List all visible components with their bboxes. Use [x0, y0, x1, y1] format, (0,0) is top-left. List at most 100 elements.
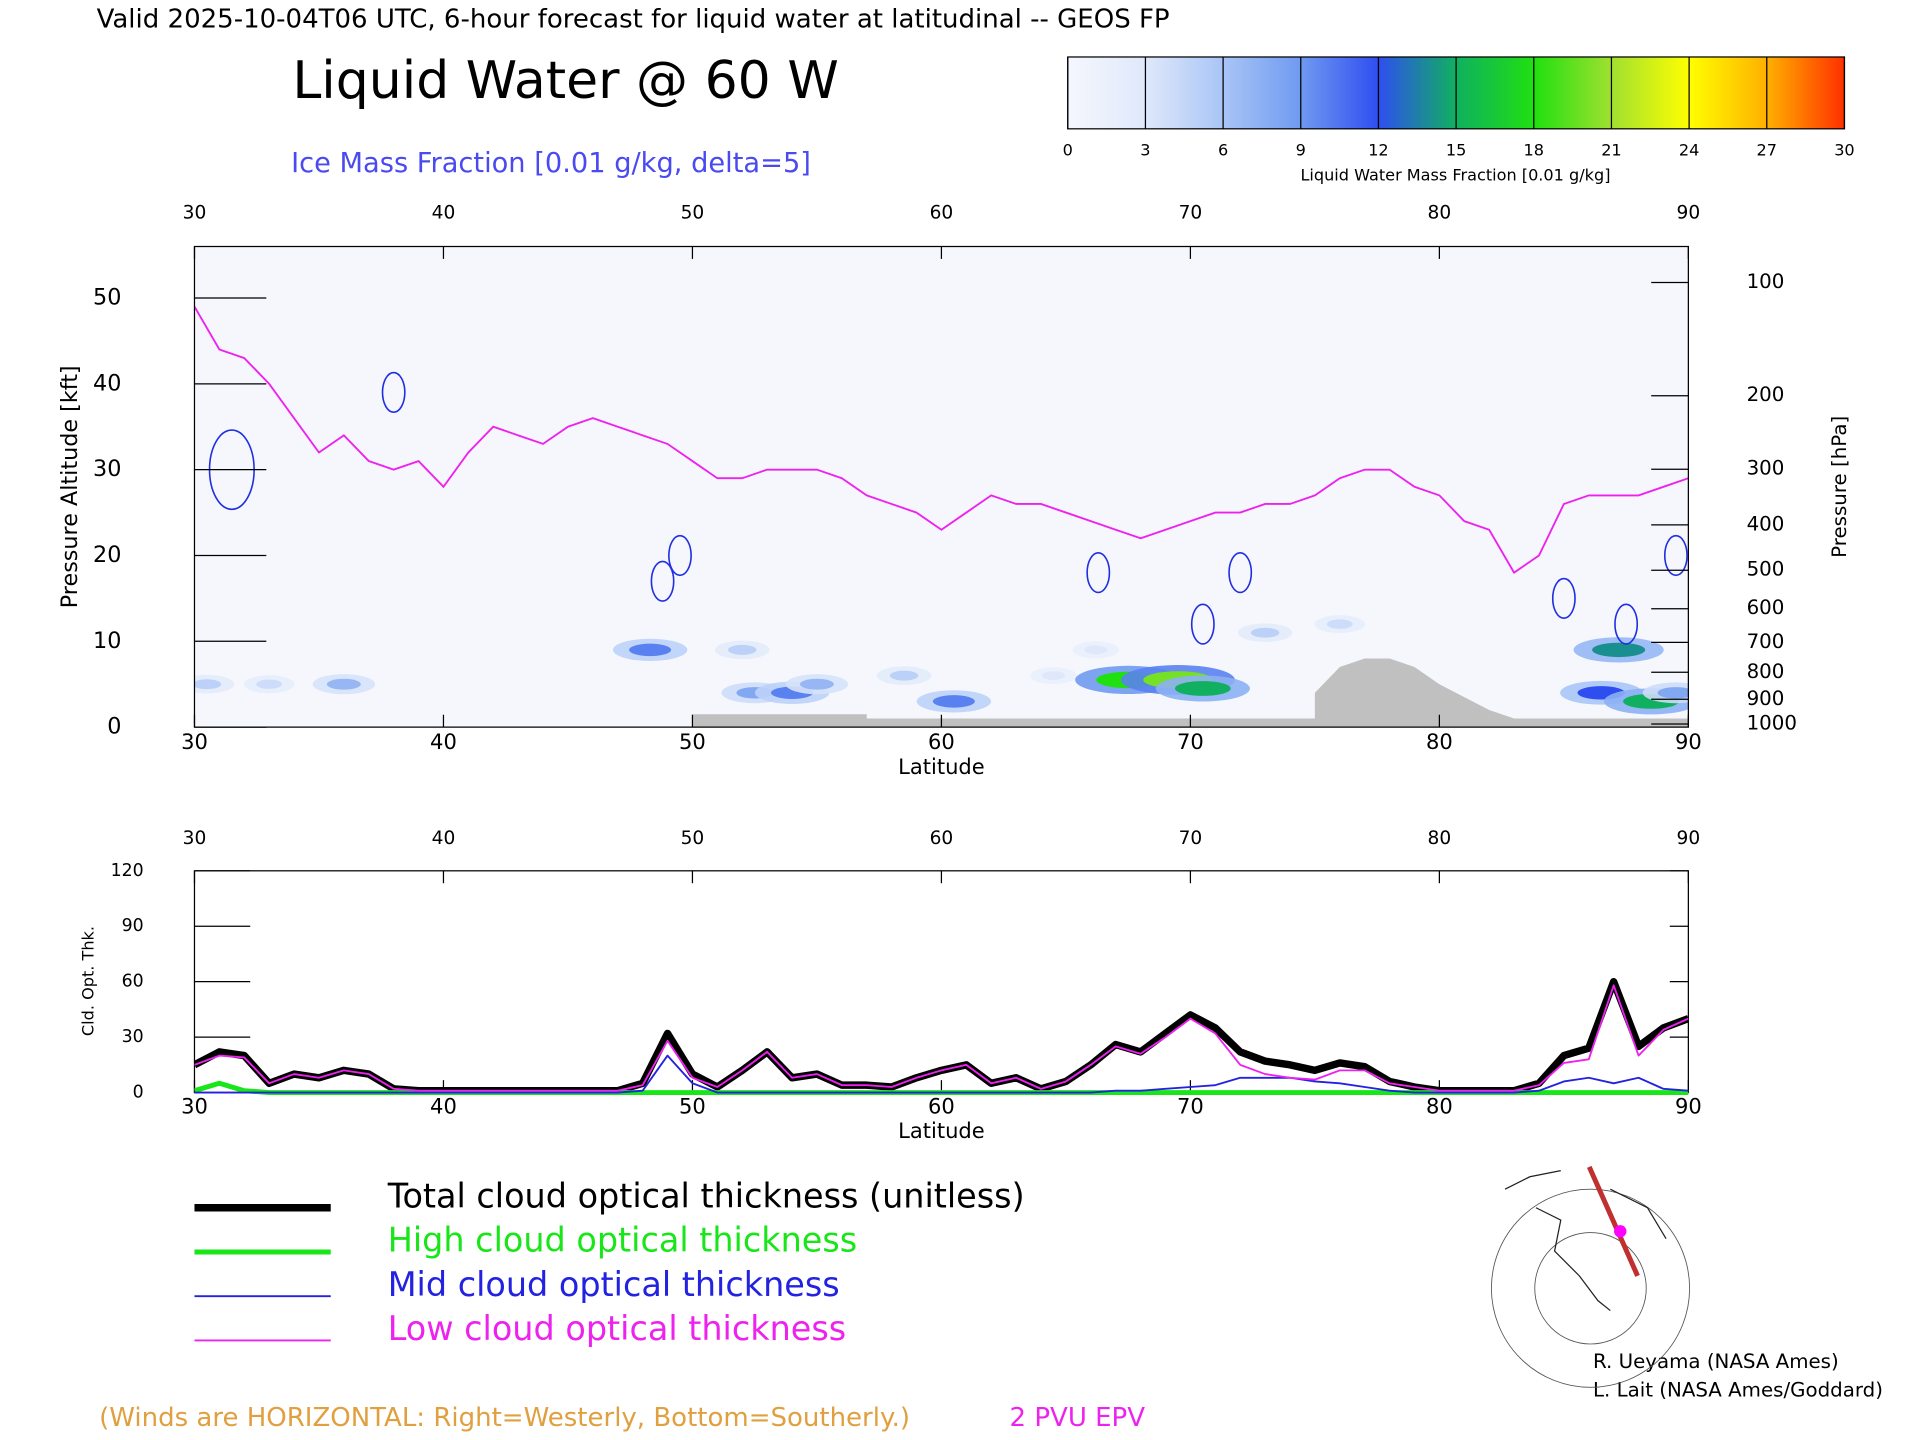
- x-tick-label-top: 30: [183, 203, 207, 224]
- map-coastline: [1504, 1169, 1667, 1312]
- x-tick-label-top: 40: [432, 828, 456, 849]
- y-tick-label: 60: [122, 972, 144, 992]
- y-tick-label: 40: [93, 370, 121, 396]
- header: Valid 2025-10-04T06 UTC, 6-hour forecast…: [97, 4, 1170, 34]
- y2-tick-label: 700: [1747, 630, 1785, 653]
- y-tick-label: 120: [111, 861, 144, 881]
- x-tick-label: 70: [1177, 1093, 1204, 1118]
- liquid-water-core: [932, 695, 975, 708]
- map-section-line: [1586, 1165, 1640, 1277]
- colorbar-tick-label: 18: [1524, 141, 1544, 160]
- colorbar-tick-label: 27: [1757, 141, 1777, 160]
- colorbar-tick-label: 30: [1834, 141, 1854, 160]
- y-tick-label: 30: [93, 456, 121, 482]
- y2-tick-label: 400: [1747, 512, 1785, 535]
- x-tick-label-top: 40: [432, 203, 456, 224]
- plot-area: [194, 977, 1689, 1096]
- y-tick-label: 30: [122, 1027, 144, 1047]
- ice-contour: [381, 371, 406, 414]
- liquid-water-core: [1326, 619, 1353, 629]
- ice-contour: [1614, 603, 1639, 645]
- ice-contour: [1551, 577, 1576, 620]
- legend-label: Mid cloud optical thickness: [388, 1265, 840, 1304]
- colorbar-tick-label: 0: [1063, 141, 1073, 160]
- y-tick-label: 90: [122, 916, 144, 936]
- liquid-water-core: [799, 678, 834, 690]
- x-tick-label-top: 60: [930, 203, 954, 224]
- x-tick-label-top: 60: [930, 828, 954, 849]
- y2-tick-label: 100: [1747, 270, 1785, 293]
- liquid-water-core: [256, 679, 283, 689]
- y2-axis-label: Pressure [hPa]: [1828, 416, 1851, 558]
- x-tick-label: 40: [430, 729, 457, 754]
- subtitle: Ice Mass Fraction [0.01 g/kg, delta=5]: [291, 148, 811, 179]
- x-tick-label: 80: [1426, 1093, 1453, 1118]
- x-tick-label-top: 50: [681, 828, 705, 849]
- credit: L. Lait (NASA Ames/Goddard): [1593, 1379, 1883, 1402]
- chart-title: Liquid Water @ 60 W: [292, 51, 838, 111]
- liquid-water-core: [727, 644, 757, 655]
- x-tick-label: 90: [1675, 1093, 1702, 1118]
- y-axis-label: Pressure Altitude [kft]: [57, 365, 83, 608]
- map-frame: [1492, 1161, 1689, 1311]
- x-tick-label: 60: [928, 1093, 955, 1118]
- liquid-water-core: [194, 679, 222, 690]
- x-tick-label: 30: [181, 1093, 208, 1118]
- liquid-water-core: [1592, 642, 1646, 658]
- liquid-water-core: [326, 678, 361, 690]
- y2-tick-label: 500: [1747, 558, 1785, 581]
- map-latitude-circle: [1490, 1188, 1691, 1388]
- colorbar-tick-label: 3: [1140, 141, 1150, 160]
- y2-tick-label: 300: [1747, 457, 1785, 480]
- wind-note: (Winds are HORIZONTAL: Right=Westerly, B…: [99, 1403, 910, 1433]
- liquid-water-core: [1084, 645, 1108, 655]
- tropopause-line: [194, 306, 1689, 574]
- colorbar-tick-label: 12: [1368, 141, 1388, 160]
- y2-tick-label: 800: [1747, 660, 1785, 683]
- x-tick-label: 70: [1177, 729, 1204, 754]
- locator-map: [1490, 1161, 1691, 1388]
- x-tick-label-top: 30: [183, 828, 207, 849]
- ice-contour: [1228, 552, 1253, 594]
- ice-contour: [1663, 534, 1688, 577]
- legend-label: High cloud optical thickness: [388, 1221, 857, 1260]
- colorbar-tick-label: 24: [1679, 141, 1699, 160]
- y-tick-label: 0: [133, 1083, 144, 1103]
- y-tick-label: 20: [93, 542, 121, 568]
- x-tick-label: 40: [430, 1093, 457, 1118]
- colorbar-tick-label: 6: [1218, 141, 1228, 160]
- map-marker: [1614, 1225, 1627, 1238]
- x-tick-label-top: 70: [1179, 828, 1203, 849]
- liquid-water-core: [629, 643, 672, 657]
- x-tick-label: 80: [1426, 729, 1453, 754]
- x-axis-label: Latitude: [898, 1118, 985, 1143]
- y-tick-label: 50: [93, 284, 121, 310]
- series-line: [194, 1054, 1689, 1094]
- tropopause-legend: 2 PVU EPV: [1010, 1403, 1146, 1433]
- plot-frame: [193, 870, 1689, 1094]
- x-tick-label: 50: [679, 729, 706, 754]
- x-tick-label-top: 80: [1428, 203, 1452, 224]
- y-tick-label: 0: [107, 714, 121, 740]
- ice-contour: [1086, 552, 1111, 594]
- x-tick-label: 90: [1675, 729, 1702, 754]
- legend-label: Total cloud optical thickness (unitless): [387, 1176, 1025, 1215]
- y2-tick-label: 1000: [1747, 712, 1797, 735]
- x-tick-label-top: 80: [1428, 828, 1452, 849]
- x-tick-label-top: 90: [1677, 828, 1701, 849]
- y2-tick-label: 900: [1747, 687, 1785, 710]
- y2-tick-label: 200: [1747, 383, 1785, 406]
- y-axis-label: Cld. Opt. Thk.: [79, 926, 98, 1036]
- legend-label: Low cloud optical thickness: [388, 1309, 846, 1348]
- colorbar-tick-label: 15: [1446, 141, 1466, 160]
- plot-background: [194, 246, 1689, 728]
- x-tick-label: 60: [928, 729, 955, 754]
- x-tick-label: 50: [679, 1093, 706, 1118]
- series-line: [194, 984, 1689, 1092]
- series-line: [194, 977, 1689, 1095]
- x-tick-label-top: 70: [1179, 203, 1203, 224]
- ice-contour: [668, 534, 692, 577]
- x-tick-label: 30: [181, 729, 208, 754]
- colorbar-tick-label: 21: [1601, 141, 1621, 160]
